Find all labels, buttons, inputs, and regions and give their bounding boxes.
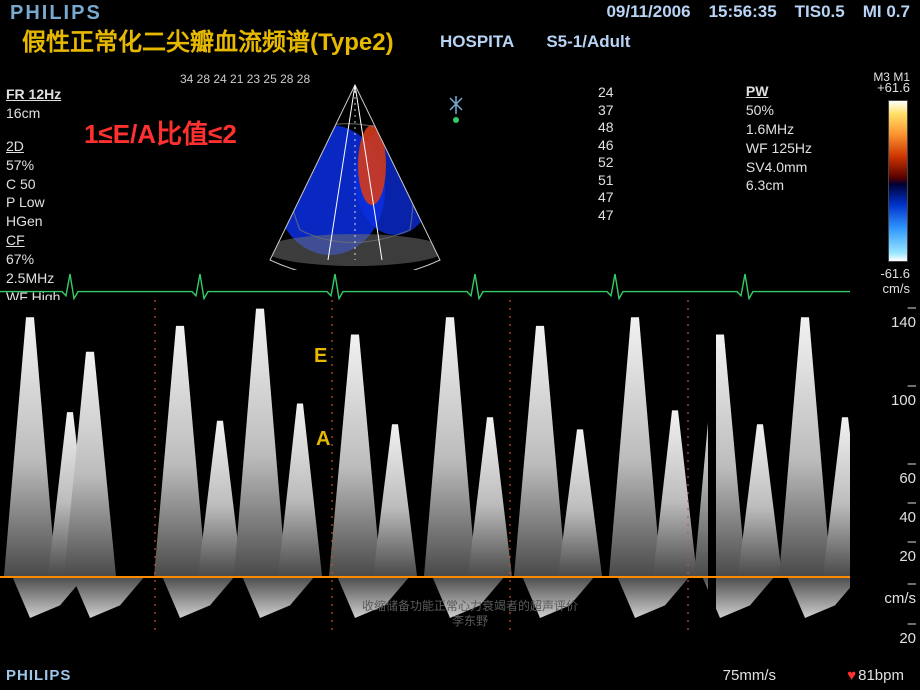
cf-gain: 67% bbox=[6, 250, 61, 269]
sector-scan: 34 28 24 21 23 25 28 28 bbox=[230, 80, 480, 270]
probe-label: S5-1/Adult bbox=[546, 32, 630, 52]
doppler-spectrum bbox=[0, 300, 850, 636]
hospital-label: HOSPITA bbox=[440, 32, 514, 52]
slide-title: 假性正常化二尖瓣血流频谱(Type2) bbox=[22, 22, 394, 57]
pw-sv: SV4.0mm bbox=[746, 158, 812, 177]
header-bar: PHILIPS 假性正常化二尖瓣血流频谱(Type2) 09/11/2006 1… bbox=[0, 0, 920, 60]
sector-ticks: 34 28 24 21 23 25 28 28 bbox=[180, 72, 310, 86]
watermark-text: 收缩储备功能正常心力衰竭者的超声评价 李东野 bbox=[360, 599, 580, 628]
tis-label: TIS0.5 bbox=[795, 2, 845, 22]
baseline-marker bbox=[0, 576, 850, 578]
heart-icon: ♥ bbox=[847, 667, 856, 684]
date-label: 09/11/2006 bbox=[606, 2, 690, 22]
main-area: FR 12Hz 16cm 2D 57% C 50 P Low HGen CF 6… bbox=[0, 60, 920, 660]
sub-meta: HOSPITA S5-1/Adult bbox=[440, 32, 630, 52]
top-meta: 09/11/2006 15:56:35 TIS0.5 MI 0.7 bbox=[606, 2, 910, 22]
p-label: P Low bbox=[6, 193, 61, 212]
right-params: PW 50% 1.6MHz WF 125Hz SV4.0mm 6.3cm bbox=[746, 82, 812, 195]
scale-bottom: -61.6 cm/s bbox=[880, 266, 910, 296]
pw-wf: WF 125Hz bbox=[746, 139, 812, 158]
group-2d: 2D bbox=[6, 137, 61, 156]
bpm-label: ♥81bpm bbox=[847, 667, 904, 684]
sector-svg bbox=[230, 80, 480, 270]
footer-brand: PHILIPS bbox=[6, 667, 71, 684]
depth-label: 16cm bbox=[6, 104, 61, 123]
scale-top: +61.6 bbox=[877, 80, 910, 95]
mi-label: MI 0.7 bbox=[863, 2, 910, 22]
footer-bar: PHILIPS 75mm/s ♥81bpm bbox=[0, 660, 920, 690]
c-label: C 50 bbox=[6, 175, 61, 194]
pw-dist: 6.3cm bbox=[746, 176, 812, 195]
pw-freq: 1.6MHz bbox=[746, 120, 812, 139]
column-numbers: 2437484652514747 bbox=[598, 84, 614, 224]
a-peak-label: A bbox=[316, 428, 330, 451]
sweep-speed: 75mm/s bbox=[723, 667, 776, 684]
ea-ratio-label: 1≤E/A比值≤2 bbox=[84, 114, 237, 151]
group-cf: CF bbox=[6, 231, 61, 250]
pw-pct: 50% bbox=[746, 101, 812, 120]
pw-label: PW bbox=[746, 82, 812, 101]
e-peak-label: E bbox=[314, 345, 327, 368]
time-label: 15:56:35 bbox=[709, 2, 777, 22]
fr-label: FR 12Hz bbox=[6, 85, 61, 104]
ecg-trace bbox=[0, 272, 850, 300]
h-label: HGen bbox=[6, 212, 61, 231]
gain-2d: 57% bbox=[6, 156, 61, 175]
color-scale-bar bbox=[888, 100, 908, 262]
